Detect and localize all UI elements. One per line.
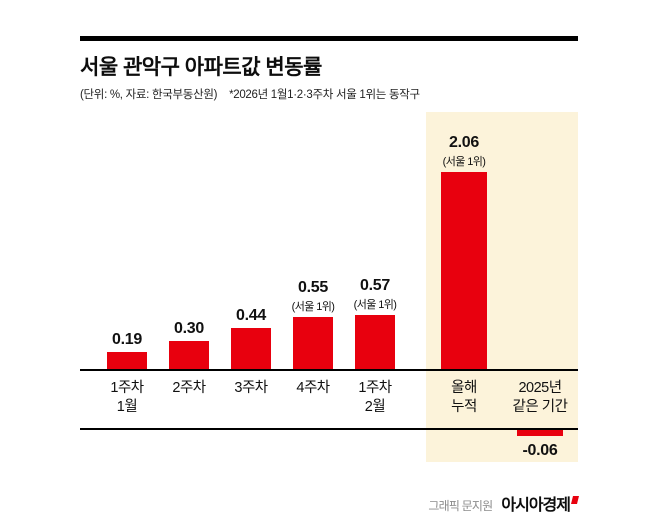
credit-footer: 그래픽 문지원 아시아경제 — [428, 491, 579, 515]
bar-chart: 0.19 0.30 0.44 0.55 (서울 1위) 0.57 (서울 1위) — [80, 112, 578, 462]
category-week4: 4주차 — [296, 380, 330, 396]
graphic-credit: 그래픽 문지원 — [428, 499, 493, 513]
value-label: 0.44 — [236, 307, 266, 324]
brand-mark-icon — [571, 496, 579, 504]
summary-category-labels: 올해 누적 2025년 같은 기간 — [426, 375, 578, 427]
seoul-rank-annotation: (서울 1위) — [353, 299, 397, 311]
bar-column-this-year: 2.06 (서울 1위) — [426, 134, 502, 370]
bar-this-year-cumulative — [441, 172, 487, 370]
negative-spacer — [426, 430, 502, 460]
bar-column-week4: 0.55 (서울 1위) — [282, 279, 344, 370]
bar-column-week1-jan: 0.19 — [96, 331, 158, 370]
category-week2: 2주차 — [172, 380, 206, 396]
bar-week2 — [169, 341, 209, 370]
zero-axis-line — [80, 369, 578, 371]
unit-source-label: (단위: %, 자료: 한국부동산원) — [80, 89, 218, 101]
value-label: 0.30 — [174, 320, 204, 337]
bar-last-year-same-period — [517, 430, 563, 436]
value-label: 2.06 — [449, 134, 479, 151]
seoul-rank-annotation: (서울 1위) — [442, 156, 486, 168]
weekly-category-labels: 1주차 1월 2주차 3주차 4주차 1주차 2월 — [96, 375, 406, 427]
bar-column-week1-feb: 0.57 (서울 1위) — [344, 277, 406, 370]
bar-week3 — [231, 328, 271, 370]
weekly-bars-group: 0.19 0.30 0.44 0.55 (서울 1위) 0.57 (서울 1위) — [96, 112, 406, 370]
summary-bars-group: 2.06 (서울 1위) — [426, 112, 578, 370]
brand-name: 아시아경제 — [501, 497, 571, 514]
category-week1-jan: 1주차 1월 — [110, 380, 144, 415]
value-label: 0.55 — [298, 279, 328, 296]
category-this-year: 올해 누적 — [451, 380, 477, 415]
bar-week1-feb — [355, 315, 395, 370]
bar-column-week2: 0.30 — [158, 320, 220, 370]
chart-subtitle: (단위: %, 자료: 한국부동산원) *2026년 1월1·2·3주차 서울 … — [80, 86, 420, 102]
category-last-year: 2025년 같은 기간 — [512, 380, 568, 415]
brand-logo: 아시아경제 — [501, 491, 579, 515]
value-label: 0.57 — [360, 277, 390, 294]
bar-week4 — [293, 317, 333, 370]
footnote: *2026년 1월1·2·3주차 서울 1위는 동작구 — [229, 89, 420, 101]
lower-axis-line — [80, 428, 578, 430]
top-rule — [80, 36, 578, 41]
chart-title: 서울 관악구 아파트값 변동률 — [80, 56, 322, 79]
seoul-rank-annotation: (서울 1위) — [291, 301, 335, 313]
value-label: -0.06 — [522, 442, 558, 459]
bar-week1-jan — [107, 352, 147, 370]
negative-column: -0.06 — [502, 430, 578, 460]
value-label: 0.19 — [112, 331, 142, 348]
category-week1-feb: 1주차 2월 — [358, 380, 392, 415]
category-week3: 3주차 — [234, 380, 268, 396]
negative-bar-band: -0.06 — [426, 430, 578, 460]
bar-column-week3: 0.44 — [220, 307, 282, 370]
